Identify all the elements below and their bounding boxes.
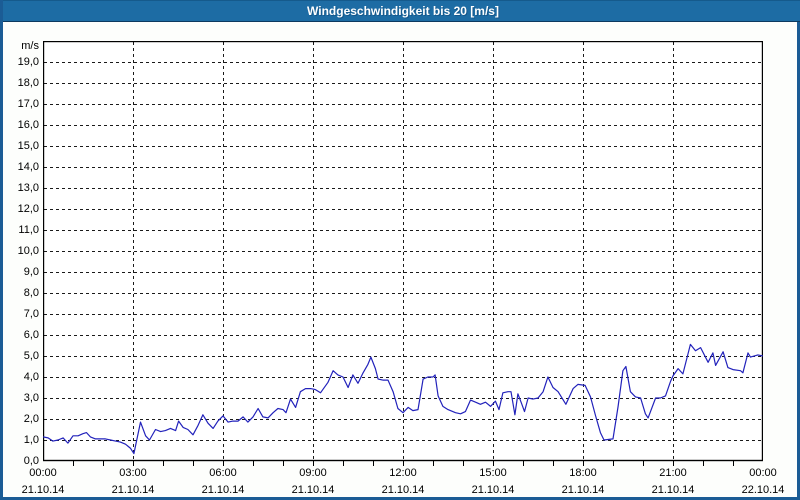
y-axis-tick-label: 0,0 <box>23 455 39 467</box>
x-axis-time-label: 06:00 <box>209 467 237 479</box>
plot-border <box>43 41 763 462</box>
y-axis-tick-label: 6,0 <box>23 329 39 341</box>
y-axis-tick-label: 4,0 <box>23 371 39 383</box>
x-axis-time-label: 12:00 <box>389 467 417 479</box>
x-axis-time-label: 18:00 <box>569 467 597 479</box>
y-axis-tick-label: 18,0 <box>17 77 39 89</box>
y-axis-tick-label: 7,0 <box>23 308 39 320</box>
x-axis-date-label: 21.10.14 <box>471 484 515 496</box>
y-axis-tick-label: 9,0 <box>23 266 39 278</box>
plot-area <box>43 41 763 466</box>
y-axis-tick-label: 1,0 <box>23 434 39 446</box>
y-axis-unit-label: m/s <box>21 40 39 52</box>
y-axis-tick-label: 8,0 <box>23 287 39 299</box>
x-axis-time-label: 09:00 <box>299 467 327 479</box>
y-axis-tick-label: 13,0 <box>17 182 39 194</box>
x-axis-time-label: 00:00 <box>749 467 777 479</box>
y-axis-tick-label: 15,0 <box>17 140 39 152</box>
x-axis-date-label: 21.10.14 <box>111 484 155 496</box>
x-axis-time-label: 21:00 <box>659 467 687 479</box>
y-axis-tick-label: 11,0 <box>18 224 39 236</box>
x-axis-date-label: 21.10.14 <box>21 484 65 496</box>
y-axis-tick-label: 5,0 <box>23 350 39 362</box>
y-axis-tick-label: 3,0 <box>23 392 39 404</box>
chart-title: Windgeschwindigkeit bis 20 [m/s] <box>307 4 499 18</box>
x-axis-time-label: 15:00 <box>479 467 507 479</box>
x-axis-time-label: 00:00 <box>29 467 57 479</box>
wind-speed-line <box>43 343 763 455</box>
y-axis-tick-label: 14,0 <box>17 161 39 173</box>
y-axis-tick-label: 16,0 <box>17 119 39 131</box>
x-axis-date-label: 21.10.14 <box>651 484 695 496</box>
x-axis-date-label: 21.10.14 <box>381 484 425 496</box>
x-axis-date-label: 21.10.14 <box>561 484 605 496</box>
y-axis-tick-label: 2,0 <box>23 413 39 425</box>
y-axis-tick-label: 10,0 <box>17 245 39 257</box>
y-axis-tick-label: 12,0 <box>17 203 39 215</box>
x-axis-date-label: 21.10.14 <box>291 484 335 496</box>
chart-title-bar: Windgeschwindigkeit bis 20 [m/s] <box>3 0 800 22</box>
x-axis-date-label: 21.10.14 <box>201 484 245 496</box>
x-axis-time-label: 03:00 <box>119 467 147 479</box>
y-axis-tick-label: 17,0 <box>17 98 39 110</box>
x-axis-date-label: 22.10.14 <box>741 484 785 496</box>
y-axis-tick-label: 19,0 <box>17 56 39 68</box>
